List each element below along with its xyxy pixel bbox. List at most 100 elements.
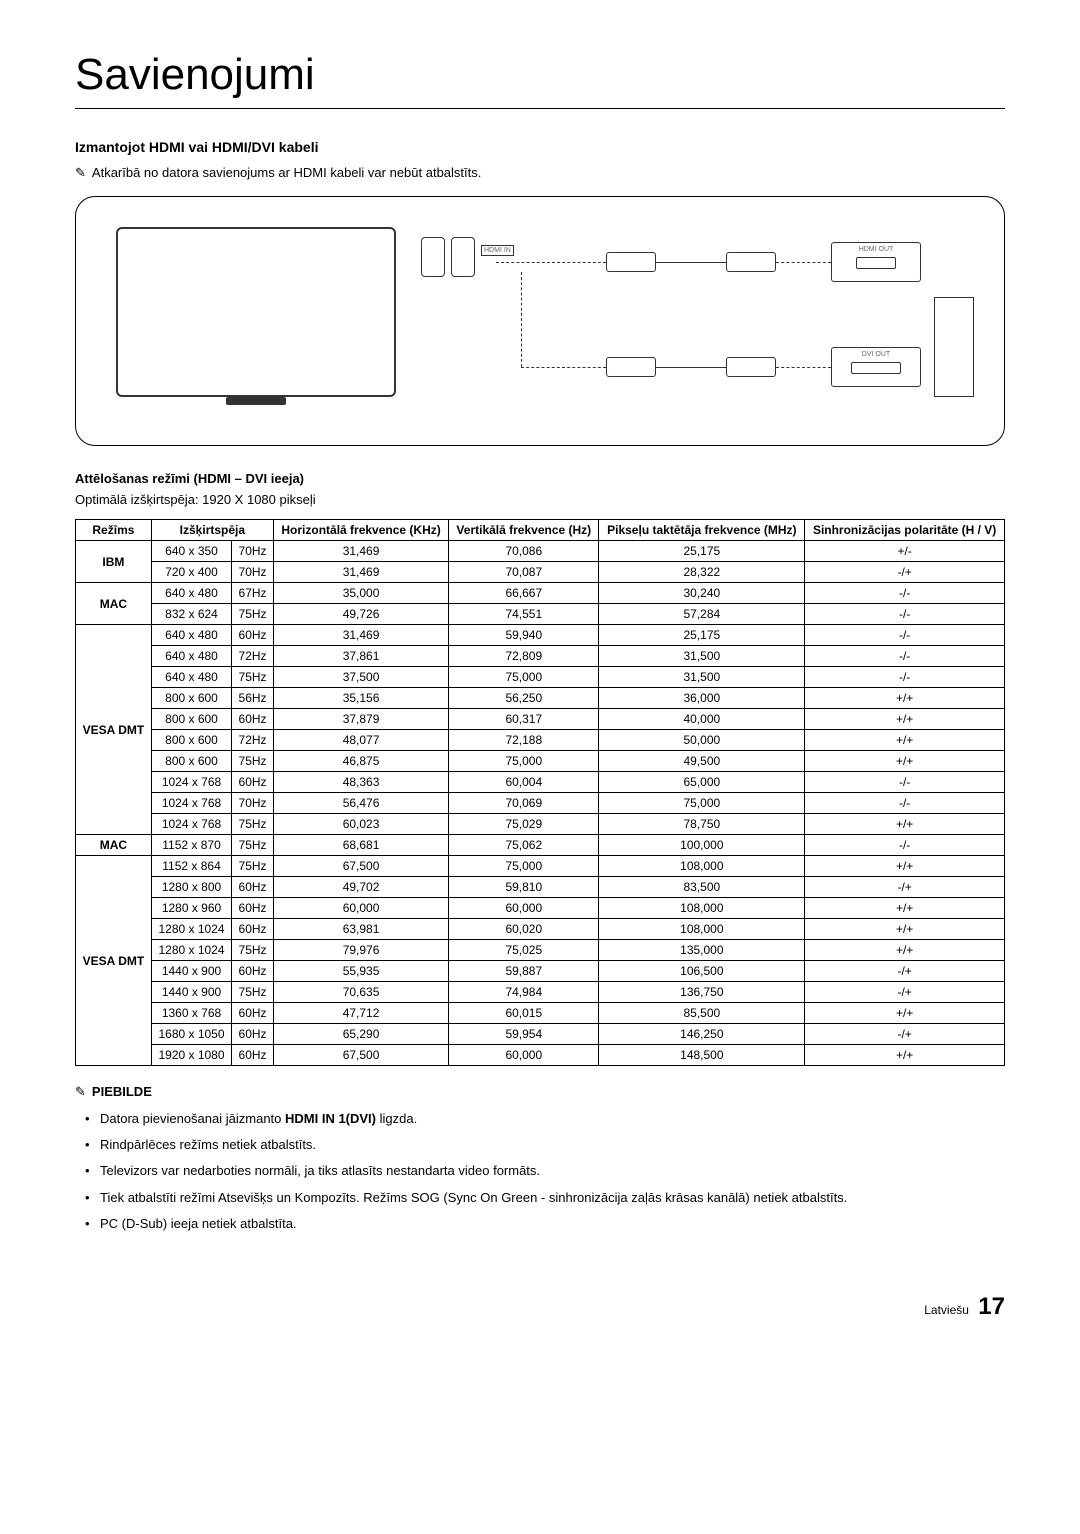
mode-cell: IBM — [76, 541, 152, 583]
table-cell: +/+ — [805, 814, 1005, 835]
table-cell: 60Hz — [232, 1045, 274, 1066]
table-cell: 1280 x 1024 — [151, 940, 231, 961]
table-cell: 83,500 — [599, 877, 805, 898]
table-cell: 60,000 — [449, 898, 599, 919]
table-cell: 1680 x 1050 — [151, 1024, 231, 1045]
table-cell: 72,188 — [449, 730, 599, 751]
table-cell: 75Hz — [232, 856, 274, 877]
table-cell: +/+ — [805, 1003, 1005, 1024]
table-cell: 640 x 480 — [151, 583, 231, 604]
table-cell: 47,712 — [273, 1003, 448, 1024]
th-resolution: Izšķirtspēja — [151, 520, 273, 541]
table-cell: 28,322 — [599, 562, 805, 583]
table-cell: 75Hz — [232, 604, 274, 625]
note-item: Tiek atbalstīti režīmi Atsevišķs un Komp… — [100, 1189, 1005, 1207]
table-cell: 60,015 — [449, 1003, 599, 1024]
table-cell: 75Hz — [232, 667, 274, 688]
table-cell: 48,077 — [273, 730, 448, 751]
table-cell: 59,887 — [449, 961, 599, 982]
table-cell: 74,551 — [449, 604, 599, 625]
table-cell: 60Hz — [232, 877, 274, 898]
table-cell: 57,284 — [599, 604, 805, 625]
table-cell: 74,984 — [449, 982, 599, 1003]
table-cell: 108,000 — [599, 919, 805, 940]
table-cell: 1920 x 1080 — [151, 1045, 231, 1066]
table-cell: -/- — [805, 625, 1005, 646]
table-cell: +/- — [805, 541, 1005, 562]
mode-cell: MAC — [76, 583, 152, 625]
table-cell: 60,023 — [273, 814, 448, 835]
table-cell: 135,000 — [599, 940, 805, 961]
table-cell: +/+ — [805, 688, 1005, 709]
table-cell: 59,954 — [449, 1024, 599, 1045]
table-cell: 78,750 — [599, 814, 805, 835]
table-cell: 67,500 — [273, 856, 448, 877]
table-cell: 1440 x 900 — [151, 961, 231, 982]
section1-heading: Izmantojot HDMI vai HDMI/DVI kabeli — [75, 139, 1005, 155]
table-cell: 1280 x 960 — [151, 898, 231, 919]
table-cell: 60Hz — [232, 1003, 274, 1024]
table-cell: +/+ — [805, 919, 1005, 940]
table-cell: 640 x 480 — [151, 646, 231, 667]
table-cell: 75Hz — [232, 940, 274, 961]
table-cell: 48,363 — [273, 772, 448, 793]
table-cell: +/+ — [805, 730, 1005, 751]
table-cell: +/+ — [805, 856, 1005, 877]
table-cell: 49,500 — [599, 751, 805, 772]
table-cell: 36,000 — [599, 688, 805, 709]
table-cell: 60,000 — [273, 898, 448, 919]
section1-note: Atkarībā no datora savienojums ar HDMI k… — [75, 165, 1005, 181]
table-cell: 640 x 480 — [151, 667, 231, 688]
table-cell: 800 x 600 — [151, 751, 231, 772]
table-cell: -/- — [805, 793, 1005, 814]
table-cell: 136,750 — [599, 982, 805, 1003]
table-cell: 70,086 — [449, 541, 599, 562]
table-cell: 75,062 — [449, 835, 599, 856]
table-cell: 70,087 — [449, 562, 599, 583]
table-cell: 67Hz — [232, 583, 274, 604]
table-cell: 30,240 — [599, 583, 805, 604]
table-cell: 75,000 — [599, 793, 805, 814]
th-hfreq: Horizontālā frekvence (KHz) — [273, 520, 448, 541]
table-cell: -/- — [805, 772, 1005, 793]
table-cell: 800 x 600 — [151, 688, 231, 709]
table-cell: 800 x 600 — [151, 709, 231, 730]
table-cell: 800 x 600 — [151, 730, 231, 751]
table-cell: 1440 x 900 — [151, 982, 231, 1003]
table-cell: -/- — [805, 583, 1005, 604]
table-cell: 75,000 — [449, 667, 599, 688]
table-cell: 75,029 — [449, 814, 599, 835]
table-cell: 65,000 — [599, 772, 805, 793]
table-cell: 60,317 — [449, 709, 599, 730]
table-cell: 37,861 — [273, 646, 448, 667]
table-cell: 67,500 — [273, 1045, 448, 1066]
th-pfreq: Pikseļu taktētāja frekvence (MHz) — [599, 520, 805, 541]
th-pol: Sinhronizācijas polaritāte (H / V) — [805, 520, 1005, 541]
table-cell: 60Hz — [232, 961, 274, 982]
table-cell: 146,250 — [599, 1024, 805, 1045]
table-cell: -/+ — [805, 877, 1005, 898]
table-cell: 31,500 — [599, 646, 805, 667]
table-cell: 75Hz — [232, 814, 274, 835]
table-cell: 65,290 — [273, 1024, 448, 1045]
table-cell: 1152 x 864 — [151, 856, 231, 877]
table-cell: 60Hz — [232, 772, 274, 793]
table-cell: +/+ — [805, 709, 1005, 730]
table-cell: 108,000 — [599, 898, 805, 919]
table-cell: 70Hz — [232, 793, 274, 814]
table-cell: 106,500 — [599, 961, 805, 982]
table-cell: 60Hz — [232, 709, 274, 730]
table-cell: 25,175 — [599, 625, 805, 646]
table-cell: 60Hz — [232, 919, 274, 940]
hdmi-in-label: HDMI IN — [481, 245, 514, 256]
table-cell: 35,000 — [273, 583, 448, 604]
table-cell: -/- — [805, 646, 1005, 667]
table-cell: -/+ — [805, 982, 1005, 1003]
table-cell: 75,000 — [449, 856, 599, 877]
table-cell: 60,020 — [449, 919, 599, 940]
table-cell: 1152 x 870 — [151, 835, 231, 856]
table-cell: 1024 x 768 — [151, 814, 231, 835]
table-cell: 63,981 — [273, 919, 448, 940]
table-cell: 59,810 — [449, 877, 599, 898]
table-cell: 70Hz — [232, 541, 274, 562]
